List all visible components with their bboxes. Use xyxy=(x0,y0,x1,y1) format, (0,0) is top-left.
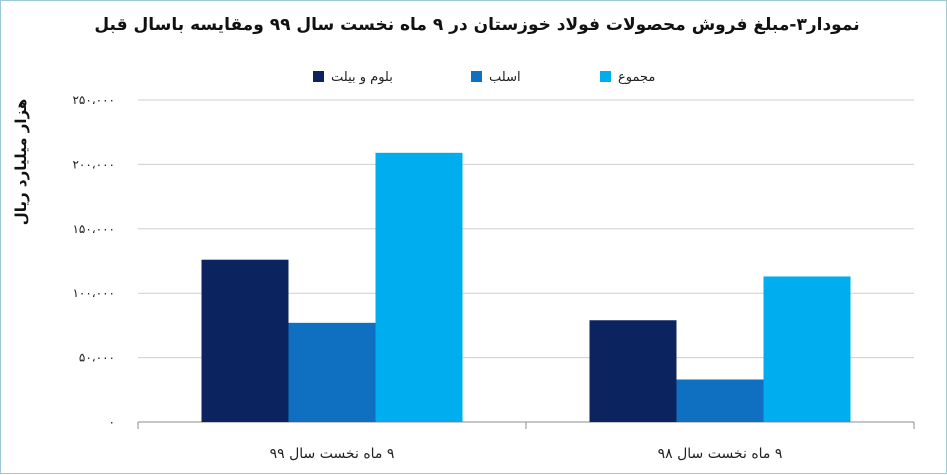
y-axis-label: هزار میلیارد ریال xyxy=(12,99,30,226)
legend-label: اسلب xyxy=(489,70,521,85)
category-label: ۹ ماه نخست سال ۹۸ xyxy=(658,446,783,462)
bars xyxy=(201,152,851,423)
chart-title: نمودار۳-مبلغ فروش محصولات فولاد خوزستان … xyxy=(94,15,859,35)
bar xyxy=(201,259,289,422)
y-tick-label: ۱۵۰،۰۰۰ xyxy=(72,222,115,236)
y-tick-label: ۱۰۰،۰۰۰ xyxy=(72,286,115,300)
chart-legend: بلوم و بیلت اسلب مجموع xyxy=(313,70,655,85)
legend-swatch xyxy=(471,71,482,82)
bar xyxy=(375,152,463,423)
y-tick-label: ۰ xyxy=(109,415,115,429)
legend-label: بلوم و بیلت xyxy=(331,70,393,85)
bar xyxy=(763,276,851,422)
y-tick-label: ۲۰۰،۰۰۰ xyxy=(72,157,115,171)
y-axis-ticks: ۰ ۵۰،۰۰۰ ۱۰۰،۰۰۰ ۱۵۰،۰۰۰ ۲۰۰،۰۰۰ ۲۵۰،۰۰۰ xyxy=(72,93,115,429)
legend-label: مجموع xyxy=(618,70,655,85)
category-label: ۹ ماه نخست سال ۹۹ xyxy=(270,446,395,462)
y-tick-label: ۲۵۰،۰۰۰ xyxy=(72,93,115,107)
y-tick-label: ۵۰،۰۰۰ xyxy=(79,351,115,365)
x-axis-categories: ۹ ماه نخست سال ۹۹ ۹ ماه نخست سال ۹۸ xyxy=(270,446,783,462)
legend-swatch xyxy=(313,71,324,82)
bar xyxy=(288,322,376,422)
bar xyxy=(676,379,764,422)
legend-swatch xyxy=(600,71,611,82)
bar xyxy=(589,320,677,422)
